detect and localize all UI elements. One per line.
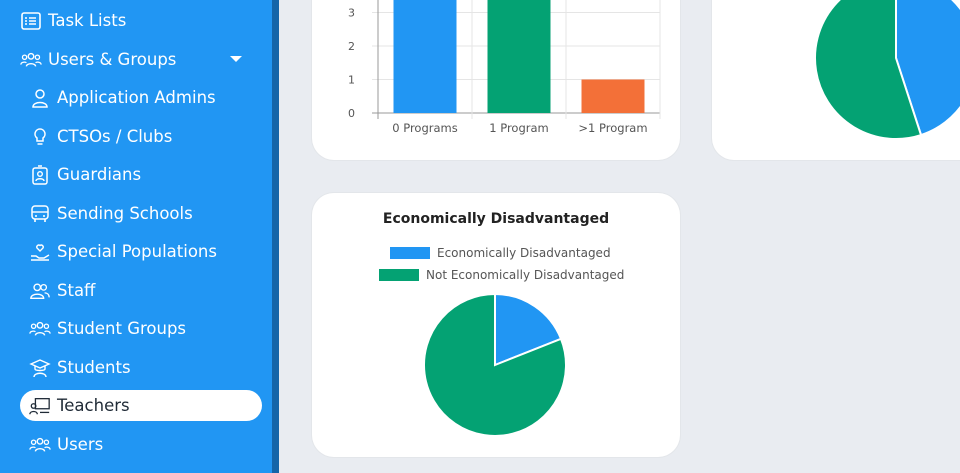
econ-slice-0: [494, 292, 563, 367]
y-tick-label: 0: [348, 107, 355, 120]
x-tick-label: 0 Programs: [392, 121, 458, 135]
sidebar-item-label: Staff: [57, 281, 96, 300]
sidebar-item-label: CTSOs / Clubs: [57, 127, 173, 146]
sidebar-item-staff[interactable]: Staff: [20, 275, 262, 306]
demographics-chart-card: [712, 0, 960, 160]
hand-heart-icon: [29, 241, 51, 263]
sidebar-item-label: Students: [57, 358, 131, 377]
programs-bar-chart: 0 1 2 3 0 Programs 1 Program >1 Program: [348, 0, 661, 135]
users-icon: [29, 280, 51, 302]
sidebar-item-guardians[interactable]: Guardians: [20, 159, 262, 190]
x-tick-label: 1 Program: [489, 121, 549, 135]
lightbulb-icon: [29, 126, 51, 148]
users-group-icon: [20, 49, 42, 71]
econ-slice-1: [423, 292, 567, 437]
sidebar: Task Lists Users & Groups Application Ad…: [0, 0, 272, 473]
sidebar-item-application-admins[interactable]: Application Admins: [20, 82, 262, 113]
sidebar-item-ctsos-clubs[interactable]: CTSOs / Clubs: [20, 121, 262, 152]
sidebar-item-label: Users: [57, 435, 104, 454]
sidebar-divider: [272, 0, 279, 473]
teacher-board-icon: [29, 395, 51, 417]
y-tick-label: 1: [348, 74, 355, 87]
list-icon: [20, 10, 42, 32]
sidebar-item-label: Task Lists: [48, 11, 127, 30]
sidebar-item-task-lists[interactable]: Task Lists: [20, 5, 262, 36]
bar-0-programs: [393, 0, 457, 113]
id-badge-icon: [29, 164, 51, 186]
legend-swatch: [390, 247, 430, 259]
users-group-icon: [29, 434, 51, 456]
y-tick-label: 3: [348, 7, 355, 20]
bus-icon: [29, 203, 51, 225]
sidebar-item-label: Application Admins: [57, 88, 216, 107]
legend-item-not-econ-disadvantaged[interactable]: Not Economically Disadvantaged: [379, 268, 624, 282]
sidebar-item-label: Special Populations: [57, 242, 217, 261]
sidebar-item-label: Guardians: [57, 165, 142, 184]
bar-1-program: [487, 0, 551, 113]
sidebar-item-students[interactable]: Students: [20, 352, 262, 383]
graduation-icon: [29, 357, 51, 379]
legend-item-econ-disadvantaged[interactable]: Economically Disadvantaged: [390, 246, 611, 260]
sidebar-item-label: Sending Schools: [57, 204, 193, 223]
demographics-slice-0: [895, 0, 960, 137]
sidebar-item-label: Teachers: [57, 396, 130, 415]
x-tick-label: >1 Program: [578, 121, 647, 135]
sidebar-item-users[interactable]: Users: [20, 429, 262, 460]
users-group-icon: [29, 318, 51, 340]
legend-swatch: [379, 269, 419, 281]
sidebar-item-student-groups[interactable]: Student Groups: [20, 313, 262, 344]
sidebar-item-users-groups[interactable]: Users & Groups: [20, 44, 262, 75]
sidebar-item-sending-schools[interactable]: Sending Schools: [20, 198, 262, 229]
programs-chart-card: 0 1 2 3 0 Programs 1 Program >1 Program: [312, 0, 680, 160]
legend-label: Not Economically Disadvantaged: [426, 268, 625, 282]
demographics-pie-chart: [814, 0, 960, 140]
sidebar-item-label: Users & Groups: [48, 50, 177, 69]
sidebar-item-special-populations[interactable]: Special Populations: [20, 236, 262, 267]
chart-title: Economically Disadvantaged: [382, 211, 610, 227]
econ-pie-chart: [423, 292, 567, 437]
demographics-slice-1: [814, 0, 923, 140]
bar--1-program: [581, 79, 645, 113]
sidebar-item-teachers[interactable]: Teachers: [20, 390, 262, 421]
user-icon: [29, 87, 51, 109]
economically-disadvantaged-card: Economically Disadvantaged Economically …: [312, 193, 680, 457]
legend-label: Economically Disadvantaged: [437, 246, 611, 260]
chevron-down-icon[interactable]: [230, 56, 242, 62]
y-tick-label: 2: [348, 40, 355, 53]
sidebar-item-label: Student Groups: [57, 319, 187, 338]
